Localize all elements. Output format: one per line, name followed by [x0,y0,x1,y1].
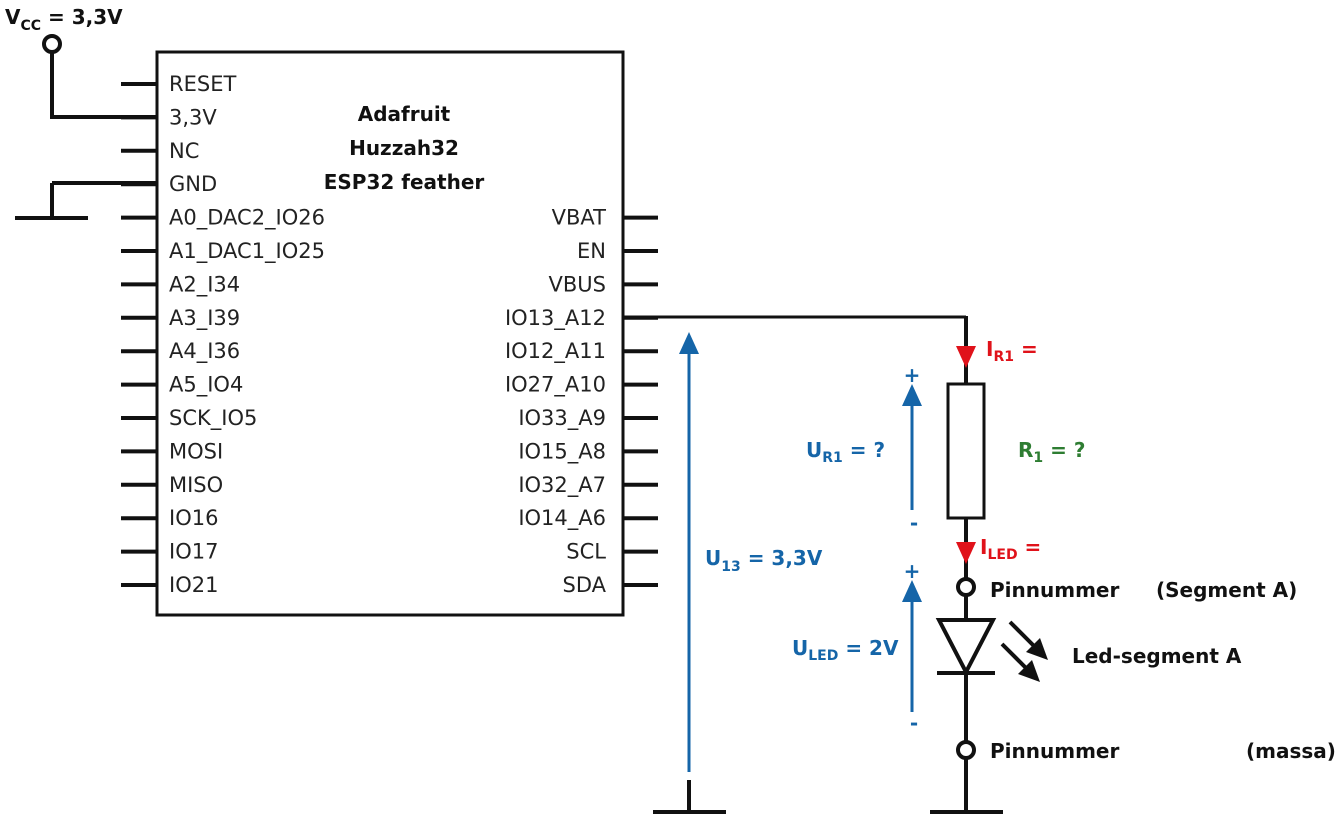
left-pin-label: A5_IO4 [169,373,243,398]
right-pin-label: IO32_A7 [518,473,606,498]
chip-title-line-2: Huzzah32 [349,136,459,160]
right-pin-label: SDA [563,573,607,597]
light-emission-arrows-icon [1000,620,1048,682]
vcc-label: VCC = 3,3V [5,5,123,34]
left-pin-label: IO21 [169,573,218,597]
left-pin-label: GND [169,172,217,196]
voltage-arrow-u13 [679,332,699,772]
current-arrow-ir1 [956,346,976,368]
pin-top-label: Pinnummer [990,578,1119,602]
u13-label: U13 = 3,3V [705,546,823,575]
iled-label: ILED = [980,535,1041,563]
right-pin-label: VBUS [549,272,606,296]
chip-body [155,50,625,617]
right-pin-label: IO27_A10 [505,373,606,398]
left-pin-label: NC [169,139,199,163]
left-pin-label: A0_DAC2_IO26 [169,206,325,231]
gnd-wire-left [15,181,157,220]
voltage-arrow-uled [902,580,922,712]
ur1-label: UR1 = ? [806,438,885,466]
left-pin-label: RESET [169,72,236,96]
massa-label: (massa) [1246,739,1336,763]
ground-symbol-right [930,758,1003,814]
left-pin-label: SCK_IO5 [169,406,257,431]
right-pin-label: IO15_A8 [518,439,606,464]
right-pins: VBAT EN VBUS IO13_A12 IO12_A11 IO27_A10 IO33_A… [505,206,658,597]
ur1-plus: + [904,363,921,387]
uled-plus: + [904,559,921,583]
ur1-minus: - [910,511,918,535]
left-pin-label: 3,3V [169,105,217,129]
pin-bottom-label: Pinnummer [990,739,1119,763]
segment-a-label: (Segment A) [1156,578,1297,602]
pin-terminal-bottom [956,740,976,760]
right-pin-label: EN [577,239,606,263]
left-pin-label: A1_DAC1_IO25 [169,239,325,264]
ir1-label: IR1 = [986,337,1038,365]
pin-terminal-top [956,577,976,597]
uled-label: ULED = 2V [792,636,899,664]
left-pins: RESET 3,3V NC GND A0_DAC2_IO26 A1_DAC1_IO25 A2… [121,72,325,597]
left-pin-label: IO17 [169,540,218,564]
voltage-arrow-ur1 [902,384,922,510]
left-pin-label: IO16 [169,506,218,530]
resistor-r1 [946,382,986,520]
left-pin-label: A2_I34 [169,272,240,297]
vcc-terminal [42,34,157,119]
chip-title-line-3: ESP32 feather [324,170,485,194]
right-pin-label: SCL [566,540,606,564]
left-pin-label: MOSI [169,439,223,463]
chip-title-line-1: Adafruit [358,102,451,126]
r1-label: R1 = ? [1018,438,1085,466]
right-pin-label: IO12_A11 [505,339,606,364]
left-pin-label: MISO [169,473,223,497]
led-segment-label: Led-segment A [1072,644,1242,668]
ground-symbol-middle [653,780,726,814]
current-arrow-iled [956,542,976,564]
right-pin-label: IO14_A6 [518,506,606,531]
uled-minus: - [910,711,918,735]
right-pin-label: IO13_A12 [505,306,606,331]
right-pin-label: VBAT [552,206,607,230]
left-pin-label: A4_I36 [169,339,240,364]
led-diode [935,595,997,742]
right-pin-label: IO33_A9 [518,406,606,431]
left-pin-label: A3_I39 [169,306,240,331]
